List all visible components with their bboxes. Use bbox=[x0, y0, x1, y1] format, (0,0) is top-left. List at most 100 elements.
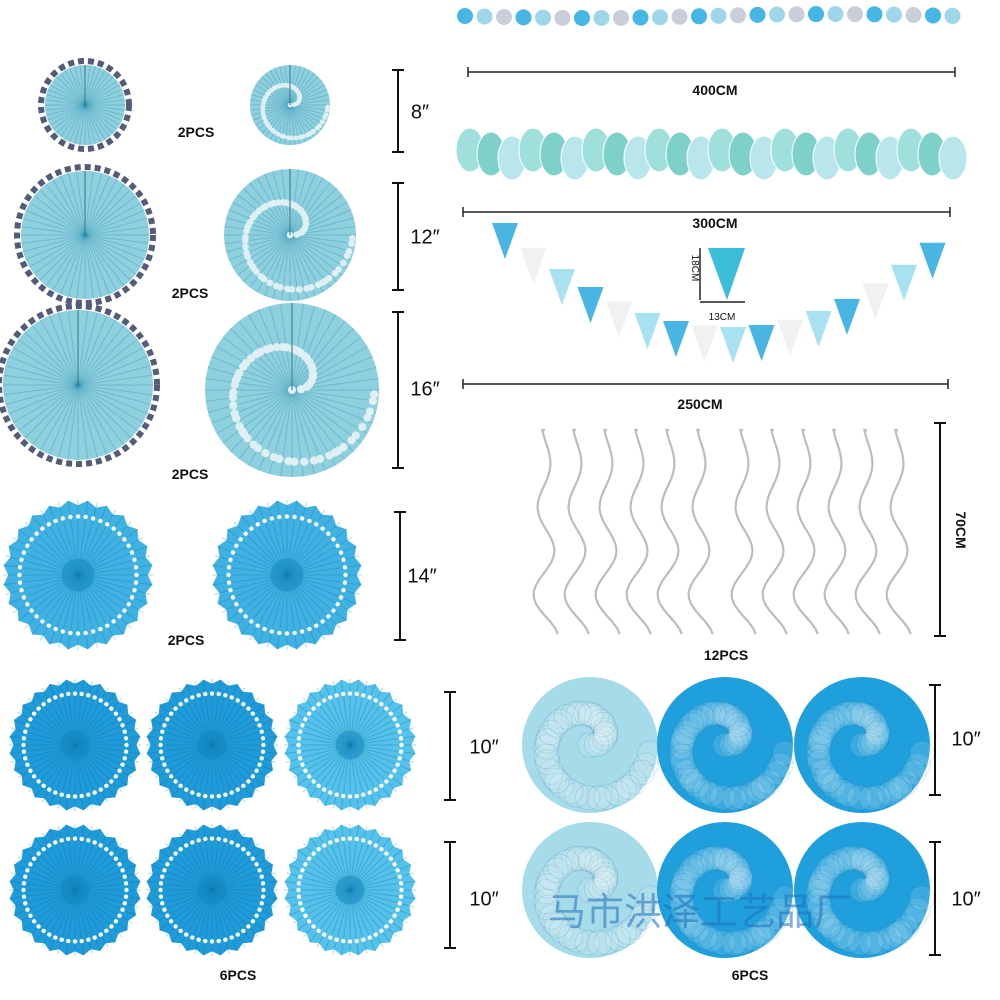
pleat bbox=[64, 104, 86, 140]
hole bbox=[19, 587, 24, 593]
hole bbox=[342, 565, 348, 570]
hole bbox=[373, 787, 378, 792]
petal bbox=[709, 929, 736, 956]
hole bbox=[105, 522, 110, 527]
pleat bbox=[265, 104, 291, 138]
hole bbox=[66, 938, 71, 944]
rosette-fan bbox=[146, 824, 278, 956]
hole bbox=[254, 913, 259, 918]
pleat bbox=[77, 384, 132, 439]
pleat bbox=[29, 234, 86, 268]
petal bbox=[855, 731, 882, 758]
pleat bbox=[77, 355, 148, 386]
pleat bbox=[207, 389, 293, 414]
petal bbox=[574, 929, 601, 956]
petal bbox=[883, 777, 910, 803]
pleat bbox=[67, 234, 86, 297]
pleat bbox=[23, 234, 86, 253]
hole bbox=[284, 514, 290, 519]
garland-dot bbox=[788, 6, 805, 23]
hole bbox=[190, 840, 195, 845]
hole bbox=[59, 693, 64, 698]
pompom bbox=[522, 822, 663, 958]
artwork bbox=[0, 6, 968, 958]
hole bbox=[335, 602, 340, 607]
hole bbox=[228, 557, 233, 563]
hole bbox=[60, 629, 66, 634]
petal bbox=[807, 724, 834, 751]
hole bbox=[246, 924, 251, 929]
hole bbox=[399, 742, 404, 748]
petal bbox=[543, 712, 569, 738]
pleat bbox=[77, 325, 125, 386]
hole bbox=[196, 792, 201, 797]
pleat bbox=[46, 104, 86, 116]
petal bbox=[629, 759, 655, 786]
pleat bbox=[84, 234, 145, 260]
garland-dot bbox=[496, 8, 512, 25]
garland-dot bbox=[671, 8, 688, 25]
hole bbox=[228, 587, 233, 593]
hole bbox=[122, 874, 127, 879]
dot bbox=[239, 362, 248, 371]
hole bbox=[79, 938, 84, 944]
hole bbox=[257, 723, 262, 728]
petal bbox=[591, 870, 618, 897]
garland-dot bbox=[769, 6, 785, 23]
hole bbox=[388, 711, 394, 716]
pleat bbox=[216, 346, 293, 391]
pleat bbox=[84, 72, 110, 106]
petal bbox=[718, 849, 744, 876]
pleat bbox=[58, 384, 79, 458]
pleat bbox=[84, 104, 106, 140]
pleat bbox=[289, 234, 356, 245]
garland-dot bbox=[574, 9, 590, 26]
pleat bbox=[56, 104, 86, 134]
petal bbox=[579, 847, 606, 874]
bunting-flag bbox=[691, 325, 718, 362]
hole bbox=[59, 792, 64, 797]
pleat bbox=[291, 309, 326, 391]
hole bbox=[379, 701, 384, 707]
pompom bbox=[657, 677, 798, 813]
pleat bbox=[76, 171, 86, 236]
hole bbox=[341, 836, 346, 842]
petal bbox=[615, 919, 641, 945]
petal bbox=[805, 743, 832, 770]
petal bbox=[583, 731, 610, 758]
dot bbox=[295, 286, 303, 293]
bunting-flag bbox=[720, 326, 746, 363]
pleat bbox=[84, 65, 91, 106]
count-label: 2PCS bbox=[168, 632, 205, 648]
hole bbox=[254, 862, 259, 867]
dot bbox=[253, 443, 262, 453]
hole bbox=[109, 779, 114, 784]
dot bbox=[293, 231, 301, 238]
petal bbox=[864, 867, 891, 893]
hole bbox=[83, 630, 88, 636]
pleat bbox=[224, 225, 291, 236]
petal bbox=[541, 909, 568, 936]
hole bbox=[203, 938, 208, 944]
count-label: 2PCS bbox=[178, 124, 215, 140]
dot bbox=[300, 457, 309, 466]
pleat bbox=[248, 314, 293, 391]
pleat bbox=[238, 389, 293, 460]
petal bbox=[862, 711, 888, 738]
hole bbox=[165, 862, 170, 867]
hole bbox=[326, 531, 331, 536]
paper-fan bbox=[250, 65, 331, 145]
petal bbox=[883, 922, 910, 948]
hole bbox=[316, 701, 321, 707]
hole bbox=[243, 614, 248, 619]
petal bbox=[864, 720, 891, 746]
hole bbox=[72, 836, 78, 841]
pleat bbox=[205, 378, 293, 391]
hole bbox=[388, 919, 394, 924]
dot bbox=[300, 351, 309, 361]
pleat bbox=[24, 384, 79, 439]
hole bbox=[392, 717, 397, 722]
hole bbox=[122, 729, 127, 734]
hole bbox=[246, 706, 251, 711]
petal bbox=[588, 853, 614, 880]
